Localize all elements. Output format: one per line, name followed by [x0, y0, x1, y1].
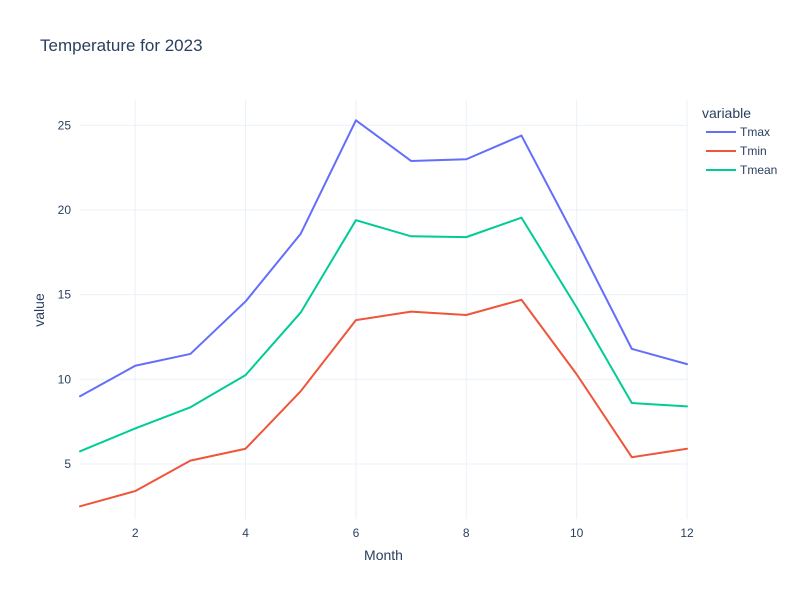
y-tick-label: 5 — [64, 457, 71, 471]
y-tick-label: 10 — [58, 372, 72, 386]
legend-item-tmin[interactable]: Tmin — [706, 144, 767, 158]
legend-label: Tmean — [740, 163, 777, 177]
x-tick-label: 10 — [570, 526, 584, 540]
y-tick-label: 20 — [58, 203, 72, 217]
legend-items: Tmax Tmin Tmean — [706, 125, 777, 177]
series-line-tmin — [79, 298, 688, 508]
x-tick-label: 12 — [680, 526, 694, 540]
x-tick-label: 6 — [353, 526, 360, 540]
y-tick-label: 25 — [58, 118, 72, 132]
chart-title: Temperature for 2023 — [40, 36, 203, 55]
legend-title: variable — [702, 105, 751, 121]
legend-label: Tmin — [740, 144, 767, 158]
x-tick-label: 4 — [242, 526, 249, 540]
y-axis-label: value — [31, 293, 47, 327]
series-line-tmean — [79, 216, 688, 453]
series-layer — [79, 119, 688, 508]
series-line-tmax — [79, 119, 688, 398]
x-axis-label: Month — [364, 547, 403, 563]
y-tick-label: 15 — [58, 288, 72, 302]
legend: variable Tmax Tmin Tmean — [702, 105, 777, 177]
grid-layer — [80, 100, 688, 519]
x-tick-label: 2 — [132, 526, 139, 540]
legend-label: Tmax — [740, 125, 770, 139]
legend-item-tmax[interactable]: Tmax — [706, 125, 770, 139]
tick-layer: 2 4 6 8 10 12 5 10 15 20 25 — [58, 118, 694, 540]
x-tick-label: 8 — [463, 526, 470, 540]
legend-item-tmean[interactable]: Tmean — [706, 163, 777, 177]
